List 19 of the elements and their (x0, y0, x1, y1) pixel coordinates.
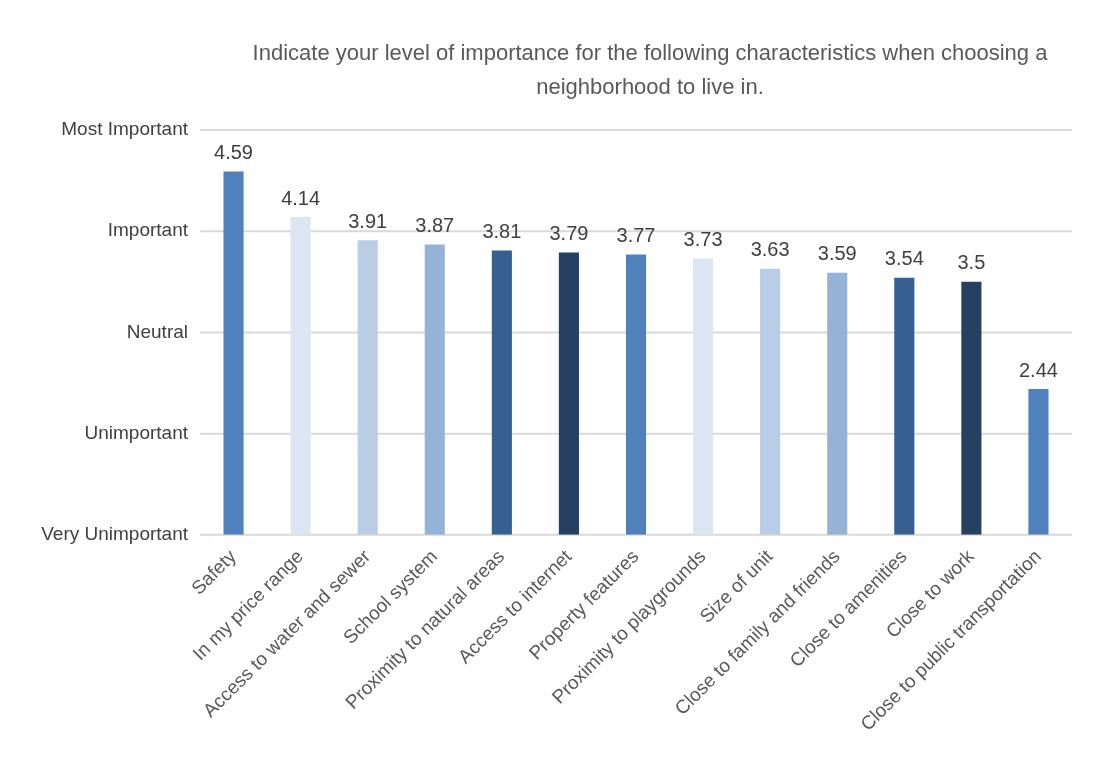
data-label: 4.59 (214, 141, 254, 164)
data-label: 3.73 (683, 228, 723, 251)
data-label: 3.5 (957, 251, 986, 274)
ref-line-label: Neutral (126, 320, 188, 342)
ref-line-label: Very Unimportant (41, 523, 189, 545)
ref-line-label: Unimportant (84, 421, 189, 443)
data-label: 3.87 (415, 213, 455, 236)
chart-title: Indicate your level of importance for the following characteristics when choosing a neighborhood to live in. (251, 39, 1049, 101)
ref-line-label: Most Important (61, 118, 189, 140)
data-label: 3.91 (348, 209, 388, 232)
data-label: 3.63 (750, 238, 790, 261)
ref-line-label: Important (107, 219, 189, 241)
data-label: 3.59 (817, 242, 857, 265)
data-label: 2.44 (1018, 358, 1058, 381)
data-label: 4.14 (281, 186, 321, 209)
data-label: 3.54 (884, 247, 924, 270)
data-label: 3.79 (549, 221, 589, 244)
data-label: 3.77 (616, 224, 656, 247)
data-label: 3.81 (482, 219, 522, 242)
